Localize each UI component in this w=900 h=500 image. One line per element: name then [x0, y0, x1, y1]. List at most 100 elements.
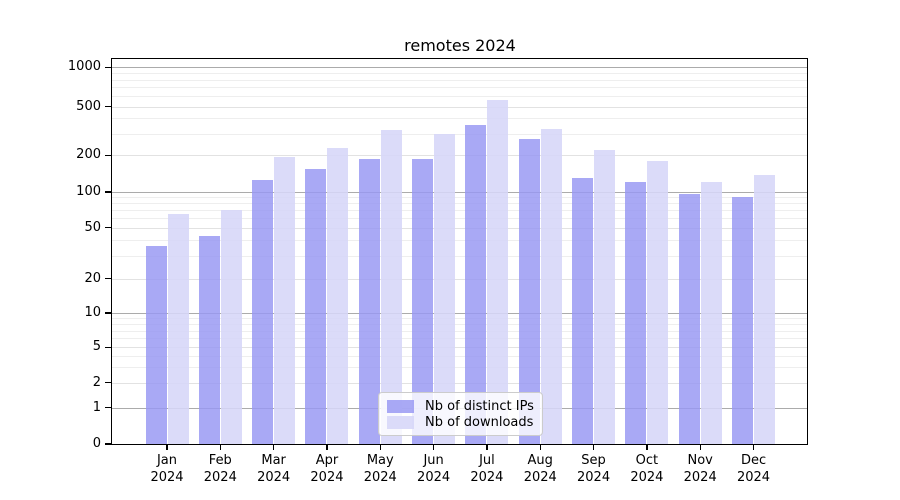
bar-distinct-ips-oct [625, 182, 647, 444]
y-axis-tick-5 [105, 346, 111, 348]
gridline-minor [112, 133, 807, 135]
gridline-minor [112, 318, 807, 320]
bar-downloads-dec [754, 174, 776, 444]
x-axis-tick-label-nov: Nov 2024 [683, 453, 717, 485]
x-axis-tick-label-aug: Aug 2024 [523, 453, 557, 485]
y-axis-tick-50 [105, 227, 111, 229]
legend-item-downloads: Nb of downloads [387, 414, 534, 430]
gridline-minor [112, 118, 807, 120]
y-axis-tick-1 [105, 407, 111, 409]
y-axis-tick-label-500: 500 [76, 98, 101, 114]
bar-distinct-ips-dec [732, 196, 754, 444]
y-axis-tick-label-2: 2 [92, 374, 101, 390]
gridline-minor [112, 355, 807, 357]
y-axis-tick-500 [105, 105, 111, 108]
x-axis-tick-sep [592, 444, 595, 450]
gridline-minor [112, 197, 807, 199]
legend-label-downloads: Nb of downloads [425, 414, 534, 430]
x-axis-tick-jul [486, 444, 488, 450]
bar-downloads-mar [274, 156, 296, 444]
bar-downloads-jan [167, 214, 189, 444]
gridline-1000 [112, 67, 807, 69]
bar-downloads-oct [647, 160, 669, 444]
y-axis-tick-label-1: 1 [92, 399, 101, 415]
chart-title: remotes 2024 [404, 36, 516, 55]
x-axis-tick-label-jul: Jul 2024 [470, 453, 504, 485]
bar-downloads-jun [434, 133, 456, 444]
bar-downloads-apr [327, 147, 349, 444]
x-axis-tick-jun [432, 444, 435, 450]
gridline-minor [112, 256, 807, 258]
x-axis-tick-label-oct: Oct 2024 [630, 453, 664, 485]
gridline-minor [112, 87, 807, 89]
x-axis-tick-label-jan: Jan 2024 [150, 453, 184, 485]
gridline-5 [112, 347, 807, 349]
bar-distinct-ips-jun [412, 159, 434, 444]
gridline-minor [112, 96, 807, 98]
x-axis-tick-aug [539, 444, 541, 450]
y-axis-tick-label-100: 100 [76, 184, 101, 199]
bar-distinct-ips-mar [252, 180, 274, 444]
y-axis-tick-label-0: 0 [92, 436, 101, 451]
y-axis-tick-label-5: 5 [92, 339, 101, 355]
y-axis-tick-label-50: 50 [84, 219, 101, 235]
x-axis-tick-may [379, 444, 381, 450]
y-axis-tick-label-200: 200 [76, 147, 101, 163]
x-axis-tick-label-may: May 2024 [363, 453, 397, 485]
legend-item-distinct-ips: Nb of distinct IPs [387, 398, 534, 414]
bar-downloads-feb [220, 210, 242, 444]
bar-downloads-jul [487, 100, 509, 444]
gridline-minor [112, 367, 807, 369]
x-axis-tick-dec [752, 444, 755, 450]
gridline-minor [112, 218, 807, 220]
x-axis-tick-nov [699, 444, 701, 450]
gridline-10 [112, 313, 807, 314]
y-axis-tick-10 [105, 312, 111, 314]
y-axis-tick-label-20: 20 [84, 270, 101, 286]
gridline-minor [112, 240, 807, 242]
x-axis-tick-label-dec: Dec 2024 [736, 453, 771, 485]
gridline-minor [112, 73, 807, 75]
legend-swatch-distinct-ips [387, 399, 414, 413]
bar-distinct-ips-sep [572, 178, 594, 444]
x-axis-tick-mar [272, 444, 275, 450]
x-axis-tick-label-feb: Feb 2024 [203, 453, 237, 485]
bar-distinct-ips-apr [305, 168, 327, 444]
gridline-200 [112, 155, 807, 157]
legend-label-distinct-ips: Nb of distinct IPs [425, 398, 534, 414]
bar-downloads-aug [540, 129, 562, 444]
y-axis-tick-200 [105, 154, 111, 156]
gridline-minor [112, 338, 807, 340]
x-axis-tick-label-apr: Apr 2024 [310, 453, 344, 485]
plot-area [111, 58, 808, 445]
x-axis-tick-label-sep: Sep 2024 [577, 453, 611, 485]
gridline-500 [112, 106, 807, 108]
bar-distinct-ips-aug [518, 139, 540, 444]
bar-distinct-ips-nov [678, 194, 700, 444]
gridline-2 [112, 382, 807, 384]
y-axis-tick-1000 [105, 66, 111, 68]
legend-swatch-downloads [387, 415, 414, 429]
bar-downloads-sep [594, 150, 616, 444]
gridline-minor [112, 330, 807, 332]
y-axis-tick-0 [105, 443, 111, 445]
x-axis-tick-feb [219, 444, 221, 450]
gridline-100 [112, 192, 807, 193]
legend: Nb of distinct IPs Nb of downloads [378, 392, 543, 436]
bar-downloads-nov [700, 182, 722, 444]
gridline-50 [112, 227, 807, 229]
gridline-minor [112, 324, 807, 326]
y-axis-tick-label-10: 10 [84, 305, 101, 320]
bar-distinct-ips-jul [465, 124, 487, 444]
x-axis-tick-apr [326, 444, 328, 450]
gridline-20 [112, 278, 807, 280]
gridline-minor [112, 203, 807, 205]
bar-distinct-ips-may [358, 159, 380, 444]
x-axis-tick-oct [646, 444, 648, 450]
y-axis-tick-2 [105, 382, 111, 384]
y-axis-tick-100 [105, 191, 111, 193]
gridline-minor [112, 79, 807, 81]
y-axis-tick-label-1000: 1000 [67, 59, 101, 75]
x-axis-tick-jan [166, 444, 168, 450]
